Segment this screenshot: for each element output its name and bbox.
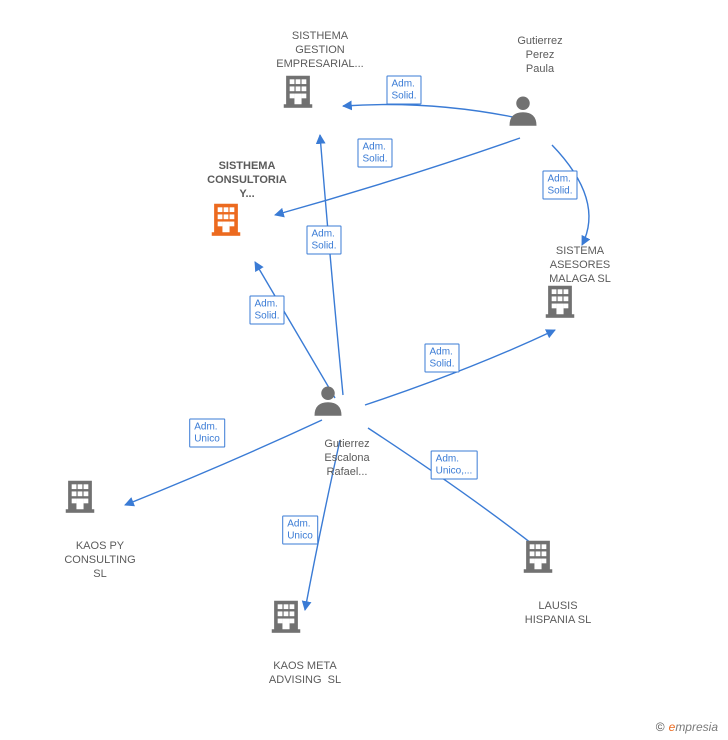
edge-label-paula_to_gestion: Adm. Solid. <box>386 76 421 105</box>
building-icon-kaos_py[interactable] <box>61 476 99 514</box>
node-label-kaos_py: KAOS PY CONSULTING SL <box>64 540 135 581</box>
edge-label-escalona_to_lausis: Adm. Unico,... <box>431 451 478 480</box>
edges-layer <box>0 0 728 740</box>
copyright-symbol: © <box>656 720 665 734</box>
network-diagram: SISTHEMA GESTION EMPRESARIAL... Gutierre… <box>0 0 728 740</box>
node-label-kaos_meta: KAOS META ADVISING SL <box>269 660 341 688</box>
building-icon-sistema_asesores[interactable] <box>541 281 579 319</box>
person-icon-gutierrez_escalona[interactable] <box>310 382 346 418</box>
node-label-sisthema_gestion: SISTHEMA GESTION EMPRESARIAL... <box>276 30 363 71</box>
node-label-sisthema_consultoria: SISTHEMA CONSULTORIA Y... <box>207 160 287 201</box>
edge-label-escalona_to_gestion: Adm. Solid. <box>306 226 341 255</box>
building-icon-lausis[interactable] <box>519 536 557 574</box>
brand-name: empresia <box>669 720 718 734</box>
edge-escalona_to_gestion <box>320 135 343 395</box>
edge-label-escalona_to_consultoria: Adm. Solid. <box>249 296 284 325</box>
edge-label-escalona_to_asesores: Adm. Solid. <box>424 344 459 373</box>
footer-copyright: © empresia <box>656 720 718 734</box>
edge-escalona_to_asesores <box>365 330 555 405</box>
building-icon-sisthema_consultoria[interactable] <box>207 199 245 237</box>
node-label-lausis: LAUSIS HISPANIA SL <box>525 600 591 628</box>
edge-label-escalona_to_kaospy: Adm. Unico <box>189 419 225 448</box>
edge-label-paula_to_asesores: Adm. Solid. <box>542 171 577 200</box>
person-icon-gutierrez_perez_paula[interactable] <box>505 92 541 128</box>
edge-paula_to_consultoria <box>275 138 520 215</box>
edge-escalona_to_consultoria <box>255 262 335 398</box>
building-icon-sisthema_gestion[interactable] <box>279 71 317 109</box>
node-label-sistema_asesores: SISTEMA ASESORES MALAGA SL <box>549 245 611 286</box>
building-icon-kaos_meta[interactable] <box>267 596 305 634</box>
edge-escalona_to_lausis <box>368 428 540 550</box>
node-label-gutierrez_escalona: Gutierrez Escalona Rafael... <box>324 438 369 479</box>
edge-label-paula_to_consultoria: Adm. Solid. <box>357 139 392 168</box>
edge-paula_to_gestion <box>343 105 518 119</box>
edge-label-escalona_to_kaosmeta: Adm. Unico <box>282 516 318 545</box>
node-label-gutierrez_perez_paula: Gutierrez Perez Paula <box>517 35 562 76</box>
